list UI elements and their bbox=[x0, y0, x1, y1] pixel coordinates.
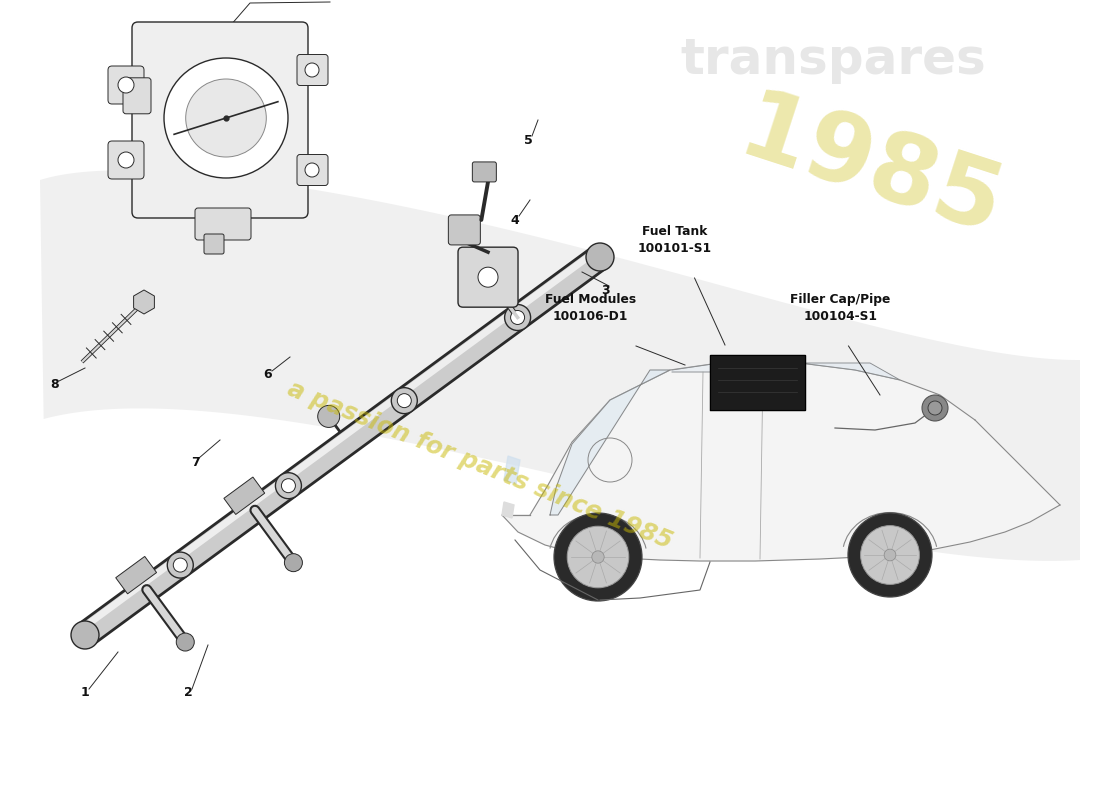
FancyBboxPatch shape bbox=[449, 215, 481, 245]
Circle shape bbox=[510, 310, 525, 325]
Circle shape bbox=[884, 549, 895, 561]
Circle shape bbox=[554, 513, 642, 601]
FancyBboxPatch shape bbox=[297, 154, 328, 186]
Circle shape bbox=[305, 163, 319, 177]
FancyBboxPatch shape bbox=[297, 54, 328, 86]
Text: 3: 3 bbox=[601, 283, 609, 297]
Text: 7: 7 bbox=[190, 455, 199, 469]
Circle shape bbox=[848, 513, 932, 597]
Circle shape bbox=[318, 406, 340, 427]
Circle shape bbox=[174, 558, 187, 572]
Circle shape bbox=[505, 305, 530, 330]
PathPatch shape bbox=[40, 170, 1080, 561]
Circle shape bbox=[860, 526, 920, 584]
Circle shape bbox=[478, 267, 498, 287]
FancyBboxPatch shape bbox=[123, 78, 151, 114]
Circle shape bbox=[72, 621, 99, 649]
FancyBboxPatch shape bbox=[108, 66, 144, 104]
Polygon shape bbox=[550, 370, 670, 515]
Circle shape bbox=[568, 526, 629, 588]
Polygon shape bbox=[710, 355, 805, 410]
FancyBboxPatch shape bbox=[458, 247, 518, 307]
Text: 4: 4 bbox=[510, 214, 519, 226]
Circle shape bbox=[592, 551, 604, 563]
Text: a passion for parts since 1985: a passion for parts since 1985 bbox=[284, 377, 675, 554]
Circle shape bbox=[275, 473, 301, 498]
Circle shape bbox=[922, 395, 948, 421]
Text: Fuel Tank
100101-S1: Fuel Tank 100101-S1 bbox=[638, 226, 712, 254]
Polygon shape bbox=[504, 456, 520, 484]
Polygon shape bbox=[502, 360, 1060, 561]
Circle shape bbox=[285, 554, 303, 572]
Circle shape bbox=[392, 388, 417, 414]
Polygon shape bbox=[133, 290, 154, 314]
Text: 5: 5 bbox=[524, 134, 532, 146]
Text: Filler Cap/Pipe
100104-S1: Filler Cap/Pipe 100104-S1 bbox=[790, 294, 890, 322]
FancyBboxPatch shape bbox=[204, 234, 224, 254]
Text: 1: 1 bbox=[80, 686, 89, 699]
FancyBboxPatch shape bbox=[132, 22, 308, 218]
Circle shape bbox=[397, 394, 411, 408]
FancyBboxPatch shape bbox=[108, 141, 144, 179]
Circle shape bbox=[928, 401, 942, 415]
Polygon shape bbox=[502, 502, 514, 518]
FancyBboxPatch shape bbox=[195, 208, 251, 240]
Polygon shape bbox=[116, 557, 156, 594]
Ellipse shape bbox=[186, 79, 266, 157]
Circle shape bbox=[118, 77, 134, 93]
Polygon shape bbox=[672, 360, 800, 372]
Circle shape bbox=[167, 552, 194, 578]
Polygon shape bbox=[800, 363, 900, 380]
Polygon shape bbox=[224, 477, 265, 514]
Text: 6: 6 bbox=[264, 369, 273, 382]
FancyBboxPatch shape bbox=[472, 162, 496, 182]
Ellipse shape bbox=[164, 58, 288, 178]
Circle shape bbox=[176, 633, 195, 651]
Circle shape bbox=[282, 478, 296, 493]
Text: Fuel Modules
100106-D1: Fuel Modules 100106-D1 bbox=[544, 294, 636, 322]
Text: 1985: 1985 bbox=[727, 84, 1013, 256]
Text: transpares: transpares bbox=[680, 36, 986, 84]
Circle shape bbox=[305, 63, 319, 77]
Circle shape bbox=[118, 152, 134, 168]
Text: 8: 8 bbox=[51, 378, 59, 391]
Circle shape bbox=[586, 243, 614, 271]
Text: 2: 2 bbox=[184, 686, 192, 699]
